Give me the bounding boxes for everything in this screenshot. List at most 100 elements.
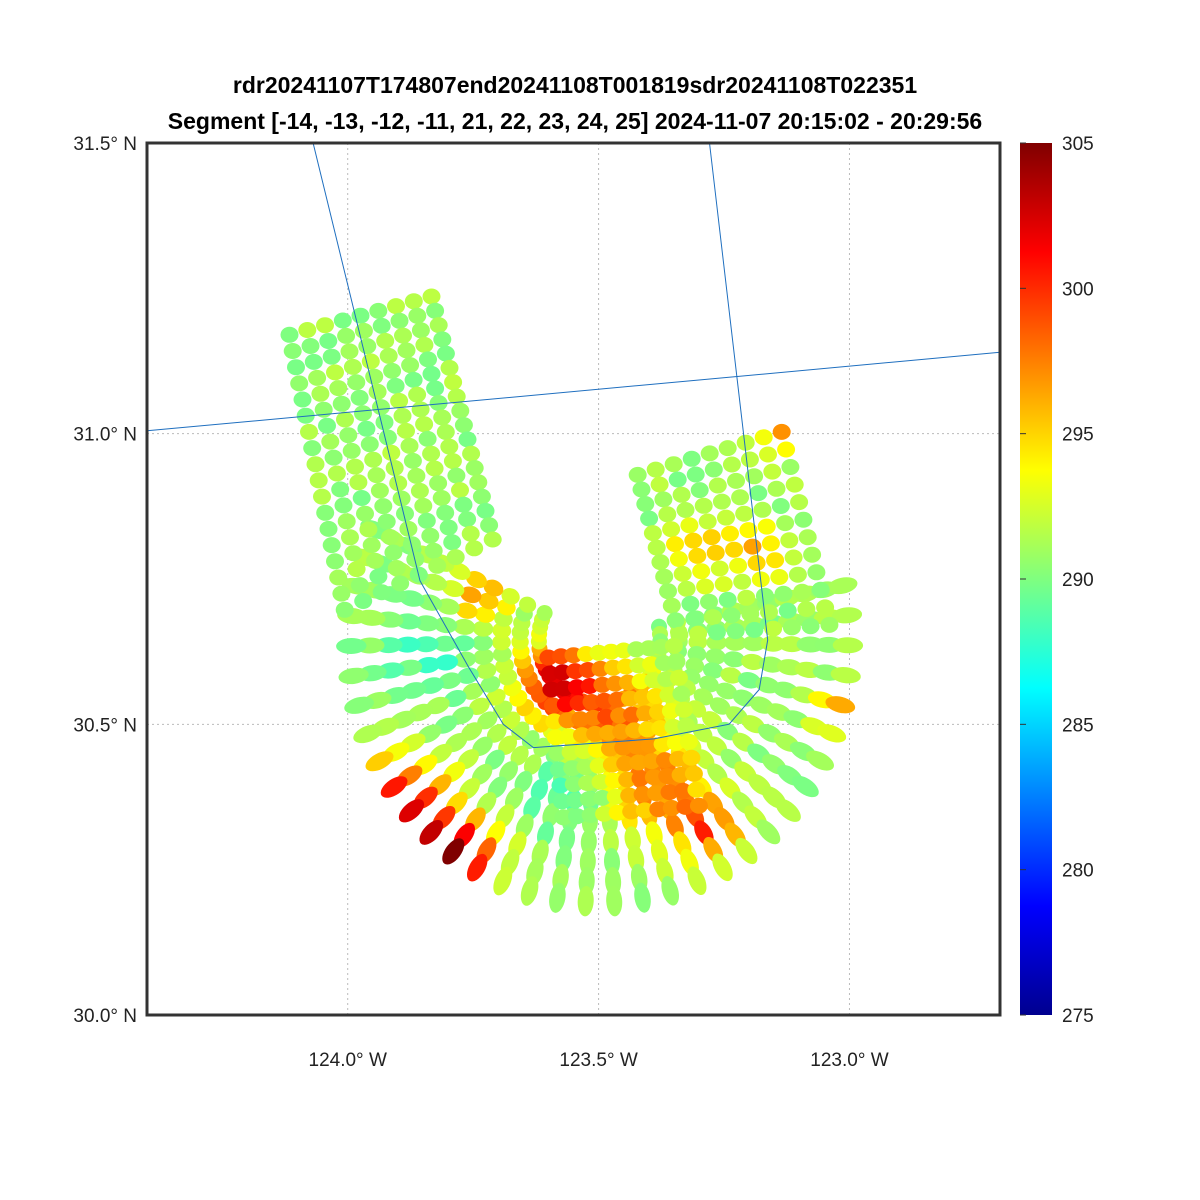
data-point: [326, 553, 344, 570]
data-point: [747, 555, 766, 571]
data-point: [554, 809, 573, 826]
data-point: [301, 338, 320, 354]
data-point: [384, 544, 403, 561]
data-point: [674, 701, 693, 718]
data-point: [677, 580, 696, 597]
data-point: [733, 573, 752, 590]
data-point: [462, 682, 484, 700]
data-point: [655, 752, 674, 769]
data-point: [357, 420, 376, 437]
data-point: [653, 736, 672, 753]
data-point: [385, 460, 404, 476]
data-point: [700, 445, 719, 462]
data-point: [452, 635, 475, 652]
data-point: [666, 536, 684, 553]
data-point: [727, 472, 745, 489]
data-point: [436, 345, 455, 362]
data-point: [564, 776, 583, 793]
data-point: [631, 770, 650, 787]
data-point: [602, 756, 621, 773]
data-point: [546, 729, 565, 746]
data-point: [628, 466, 647, 483]
data-point: [743, 538, 762, 555]
data-point: [476, 662, 497, 679]
data-point: [781, 459, 800, 475]
data-point: [569, 695, 588, 712]
data-point: [436, 598, 460, 615]
data-point: [608, 804, 627, 821]
data-point: [383, 362, 402, 379]
data-point: [316, 504, 335, 521]
data-point: [563, 760, 582, 777]
data-point: [574, 743, 593, 760]
data-point: [293, 391, 312, 408]
y-tick-label: 30.0° N: [73, 1006, 137, 1027]
data-point: [702, 529, 721, 546]
x-tick-label: 124.0° W: [309, 1050, 387, 1071]
data-point: [499, 761, 519, 783]
data-point: [669, 669, 688, 686]
data-point: [530, 778, 549, 802]
data-point: [356, 505, 374, 522]
data-point: [422, 445, 441, 462]
data-point: [429, 395, 448, 411]
data-point: [644, 769, 663, 786]
data-point: [620, 787, 639, 804]
data-point: [439, 519, 458, 536]
data-point: [737, 672, 761, 689]
data-point: [601, 740, 619, 757]
data-point: [745, 468, 764, 485]
data-point: [586, 725, 605, 742]
data-point: [466, 571, 487, 589]
data-point: [742, 635, 766, 652]
data-point: [710, 560, 729, 577]
data-point: [642, 753, 661, 770]
data-point: [755, 587, 774, 604]
data-point: [760, 604, 778, 621]
data-point: [426, 380, 445, 397]
data-point: [336, 637, 367, 655]
data-point: [444, 689, 467, 708]
data-points: [280, 288, 864, 917]
data-point: [429, 317, 448, 334]
data-point: [684, 765, 703, 782]
data-point: [392, 490, 411, 507]
data-point: [399, 520, 418, 537]
data-point: [341, 529, 359, 546]
data-point: [425, 460, 444, 477]
data-point: [735, 837, 758, 865]
data-point: [397, 422, 415, 439]
data-point: [718, 591, 737, 608]
data-point: [379, 347, 398, 364]
data-point: [364, 451, 383, 468]
data-point: [344, 696, 374, 714]
data-point: [702, 662, 724, 679]
data-point: [754, 429, 773, 446]
x-tick-label: 123.5° W: [559, 1050, 637, 1071]
data-point: [287, 359, 305, 376]
data-point: [397, 342, 416, 359]
data-point: [347, 374, 366, 391]
data-point: [759, 446, 777, 463]
data-point: [712, 853, 733, 882]
data-point: [433, 635, 457, 652]
data-point: [354, 322, 373, 339]
data-point: [688, 547, 707, 564]
data-point: [465, 540, 484, 557]
data-point: [472, 634, 493, 651]
data-point: [807, 564, 826, 581]
data-point: [707, 624, 726, 641]
data-point: [433, 331, 452, 348]
data-point: [447, 467, 466, 484]
data-point: [417, 512, 436, 529]
data-point: [480, 675, 501, 693]
data-point: [458, 431, 477, 448]
data-point: [770, 569, 789, 585]
data-point: [362, 537, 381, 554]
data-point: [643, 525, 662, 542]
y-tick-label: 31.5° N: [73, 134, 137, 155]
data-point: [622, 803, 641, 820]
data-point: [793, 583, 812, 600]
data-point: [462, 445, 481, 462]
data-point: [523, 754, 542, 775]
